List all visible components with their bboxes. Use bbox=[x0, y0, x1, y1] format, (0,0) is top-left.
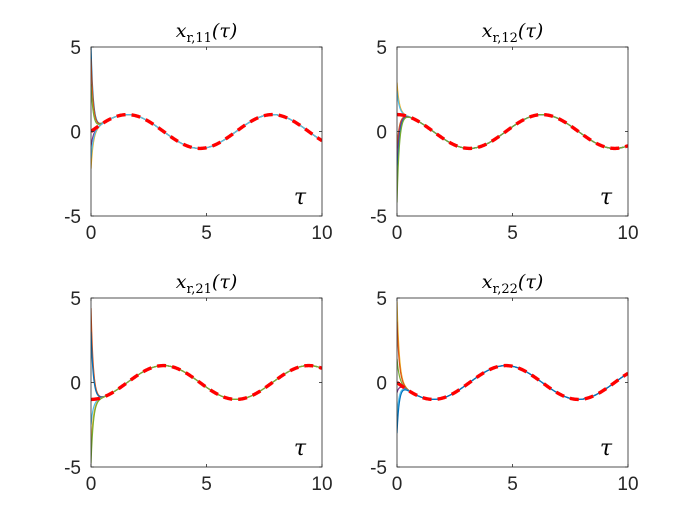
y-tick-label: -5 bbox=[64, 458, 81, 479]
plot-area bbox=[91, 298, 322, 467]
plot-series-group bbox=[397, 82, 628, 203]
subplot-22: 0 5 10-505 xr,22(τ) τ bbox=[370, 271, 638, 495]
title-arg: (τ) bbox=[212, 20, 237, 42]
title-sub: r,11 bbox=[186, 31, 211, 46]
y-tick-label: 0 bbox=[70, 123, 81, 144]
x-tick-label: 0 bbox=[86, 474, 97, 495]
subplot-12: 0 5 10-505 xr,12(τ) τ bbox=[370, 20, 638, 244]
x-axis-label: τ bbox=[294, 185, 307, 210]
plot-series-group bbox=[91, 47, 322, 169]
x-tick-label: 10 bbox=[311, 223, 332, 244]
subplot-21: 0 5 10-505 xr,21(τ) τ bbox=[64, 271, 332, 495]
y-tick-label: 0 bbox=[70, 374, 81, 395]
y-tick-label: -5 bbox=[370, 207, 387, 228]
x-tick-label: 10 bbox=[617, 474, 638, 495]
reference-dashed-line bbox=[91, 363, 322, 402]
plot-area bbox=[397, 47, 628, 216]
x-tick-label: 5 bbox=[201, 474, 212, 495]
subplot-title: xr,22(τ) bbox=[482, 271, 544, 297]
y-tick-label: -5 bbox=[64, 207, 81, 228]
title-var: x bbox=[482, 20, 493, 42]
title-sub: r,12 bbox=[492, 31, 517, 46]
y-tick-label: 0 bbox=[376, 374, 387, 395]
reference-dashed-line bbox=[91, 112, 322, 151]
y-tick-label: 5 bbox=[376, 289, 387, 310]
subplot-title: xr,12(τ) bbox=[482, 20, 544, 46]
x-tick-label: 5 bbox=[507, 223, 518, 244]
title-arg: (τ) bbox=[518, 271, 543, 293]
y-tick-label: -5 bbox=[370, 458, 387, 479]
x-axis-label: τ bbox=[294, 436, 307, 461]
title-sub: r,22 bbox=[492, 282, 517, 297]
y-tick-label: 5 bbox=[376, 38, 387, 59]
x-tick-label: 0 bbox=[392, 474, 403, 495]
plot-series-group bbox=[91, 308, 322, 464]
subplot-title: xr,11(τ) bbox=[176, 20, 238, 46]
x-tick-label: 0 bbox=[86, 223, 97, 244]
plot-area bbox=[91, 47, 322, 216]
x-tick-label: 10 bbox=[311, 474, 332, 495]
plot-series-group bbox=[397, 301, 628, 434]
subplot-11: 0 5 10-505 xr,11(τ) τ bbox=[64, 20, 332, 244]
y-tick-label: 5 bbox=[70, 38, 81, 59]
title-var: x bbox=[176, 271, 187, 293]
subplot-title: xr,21(τ) bbox=[176, 271, 238, 297]
x-axis-label: τ bbox=[600, 436, 613, 461]
reference-dashed-line bbox=[397, 363, 628, 402]
title-var: x bbox=[176, 20, 187, 42]
x-tick-label: 5 bbox=[507, 474, 518, 495]
x-tick-label: 5 bbox=[201, 223, 212, 244]
title-arg: (τ) bbox=[518, 20, 543, 42]
x-axis-label: τ bbox=[600, 185, 613, 210]
title-var: x bbox=[482, 271, 493, 293]
reference-dashed-line bbox=[397, 112, 628, 151]
y-tick-label: 5 bbox=[70, 289, 81, 310]
x-tick-label: 10 bbox=[617, 223, 638, 244]
plot-area bbox=[397, 298, 628, 467]
x-tick-label: 0 bbox=[392, 223, 403, 244]
y-tick-label: 0 bbox=[376, 123, 387, 144]
title-sub: r,21 bbox=[186, 282, 211, 297]
title-arg: (τ) bbox=[212, 271, 237, 293]
